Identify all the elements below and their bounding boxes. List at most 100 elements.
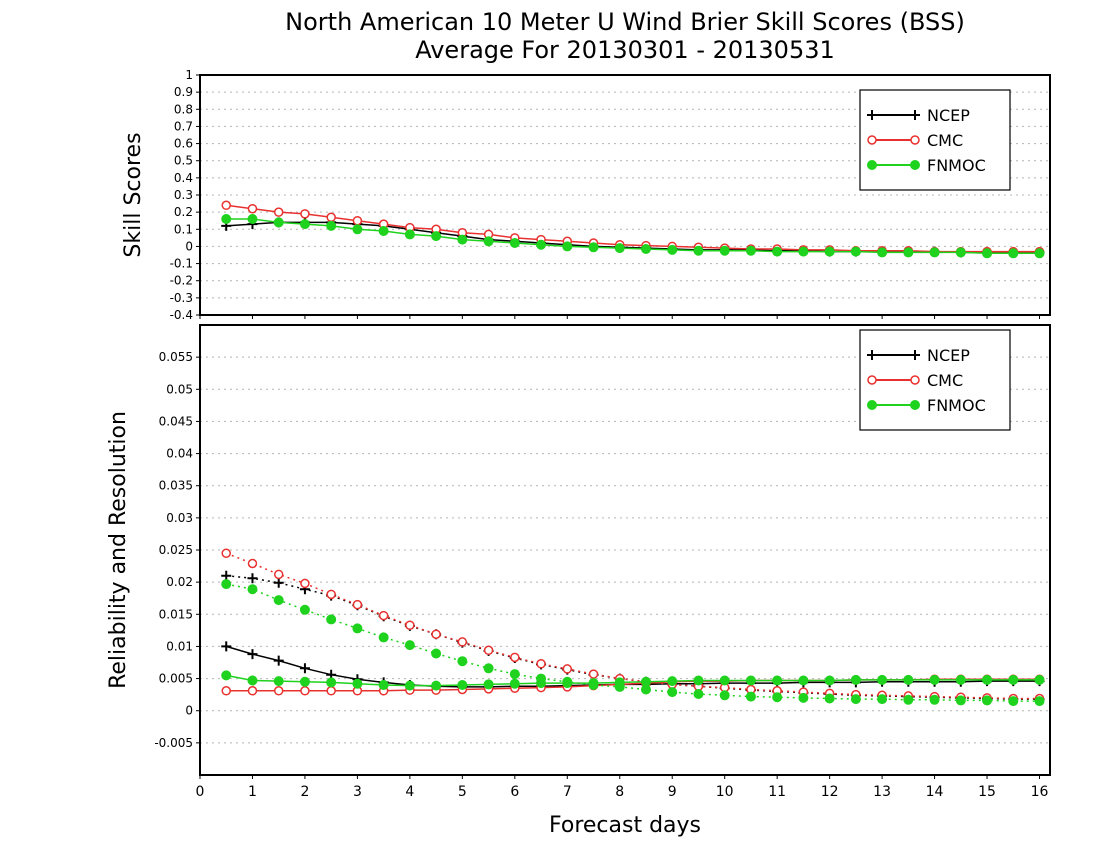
data-point-fnmoc bbox=[745, 675, 756, 686]
x-tick-label: 2 bbox=[300, 784, 309, 800]
data-point-cmc bbox=[221, 548, 231, 558]
legend-marker bbox=[867, 135, 877, 145]
data-point-fnmoc bbox=[483, 663, 494, 674]
data-point-fnmoc bbox=[1008, 696, 1019, 707]
data-point-fnmoc bbox=[877, 674, 888, 685]
data-point-ncep bbox=[221, 641, 232, 652]
x-tick-label: 4 bbox=[405, 784, 414, 800]
y-tick-label: 0 bbox=[185, 239, 193, 253]
y-tick-label: 0.05 bbox=[166, 382, 193, 396]
data-point-fnmoc bbox=[431, 680, 442, 691]
data-point-fnmoc bbox=[798, 675, 809, 686]
data-point-fnmoc bbox=[719, 245, 730, 256]
data-point-cmc bbox=[273, 207, 284, 217]
y-tick-label: 0.02 bbox=[166, 575, 193, 589]
data-point-fnmoc bbox=[404, 229, 415, 240]
data-point-cmc bbox=[352, 599, 363, 610]
data-point-cmc bbox=[457, 637, 468, 647]
data-point-ncep bbox=[247, 573, 258, 584]
legend-label: NCEP bbox=[927, 106, 970, 125]
x-tick-label: 12 bbox=[821, 784, 839, 800]
data-point-fnmoc bbox=[562, 676, 573, 687]
data-point-fnmoc bbox=[850, 674, 861, 685]
data-point-cmc bbox=[247, 203, 258, 214]
x-tick-label: 0 bbox=[196, 784, 205, 800]
data-point-cmc bbox=[510, 652, 520, 663]
y-tick-label: 0.055 bbox=[159, 350, 193, 364]
y-tick-label: 0.03 bbox=[166, 511, 193, 525]
data-point-fnmoc bbox=[929, 694, 940, 705]
legend-label: FNMOC bbox=[927, 396, 986, 415]
x-tick-label: 10 bbox=[716, 784, 734, 800]
data-point-fnmoc bbox=[221, 579, 232, 590]
data-point-fnmoc bbox=[431, 648, 442, 659]
y-tick-label: 0.3 bbox=[174, 188, 193, 202]
data-point-fnmoc bbox=[509, 669, 520, 680]
data-point-fnmoc bbox=[378, 226, 389, 236]
data-point-fnmoc bbox=[299, 604, 310, 615]
data-point-ncep bbox=[247, 649, 258, 660]
legend-label: FNMOC bbox=[927, 156, 986, 175]
data-point-fnmoc bbox=[955, 695, 966, 706]
x-axis-title: Forecast days bbox=[549, 813, 701, 838]
data-point-fnmoc bbox=[719, 675, 730, 686]
data-point-fnmoc bbox=[719, 690, 730, 701]
data-point-fnmoc bbox=[667, 244, 678, 255]
legend-marker bbox=[867, 110, 877, 120]
data-point-fnmoc bbox=[824, 693, 835, 704]
data-point-fnmoc bbox=[955, 674, 966, 685]
data-point-fnmoc bbox=[352, 224, 363, 235]
data-point-cmc bbox=[221, 200, 231, 211]
legend-label: CMC bbox=[927, 371, 963, 390]
data-point-fnmoc bbox=[693, 675, 704, 686]
data-point-fnmoc bbox=[404, 640, 415, 651]
y-tick-label: 1 bbox=[185, 68, 193, 82]
y-tick-label: 0.025 bbox=[159, 543, 193, 557]
data-point-fnmoc bbox=[982, 674, 993, 685]
legend-marker bbox=[867, 375, 877, 385]
y-tick-label: 0.01 bbox=[166, 639, 193, 653]
data-point-fnmoc bbox=[693, 245, 704, 256]
x-tick-label: 14 bbox=[926, 784, 944, 800]
data-point-cmc bbox=[326, 212, 336, 223]
y-tick-label: 0.6 bbox=[174, 137, 193, 151]
data-point-fnmoc bbox=[588, 680, 599, 690]
data-point-fnmoc bbox=[483, 236, 494, 247]
data-point-cmc bbox=[588, 669, 599, 679]
data-point-fnmoc bbox=[378, 680, 389, 690]
data-point-fnmoc bbox=[1034, 674, 1045, 685]
data-point-cmc bbox=[536, 659, 546, 669]
data-point-fnmoc bbox=[955, 247, 966, 258]
y-tick-label: 0.005 bbox=[159, 672, 193, 686]
legend-marker bbox=[867, 350, 877, 360]
x-tick-label: 5 bbox=[458, 784, 467, 800]
legend-marker bbox=[910, 350, 920, 360]
x-tick-label: 7 bbox=[563, 784, 572, 800]
data-point-cmc bbox=[405, 620, 415, 630]
data-point-fnmoc bbox=[929, 674, 940, 685]
data-point-fnmoc bbox=[982, 695, 993, 706]
data-point-fnmoc bbox=[772, 692, 783, 703]
y-tick-label: -0.4 bbox=[170, 308, 193, 322]
data-point-fnmoc bbox=[273, 595, 284, 606]
data-point-fnmoc bbox=[483, 679, 494, 690]
data-point-fnmoc bbox=[326, 220, 337, 231]
data-point-fnmoc bbox=[588, 242, 599, 253]
x-tick-label: 13 bbox=[873, 784, 891, 800]
y-tick-label: 0.1 bbox=[174, 222, 193, 236]
chart-subtitle: Average For 20130301 - 20130531 bbox=[415, 36, 835, 64]
x-tick-label: 11 bbox=[768, 784, 786, 800]
data-point-fnmoc bbox=[903, 247, 914, 258]
x-tick-label: 6 bbox=[510, 784, 519, 800]
data-point-fnmoc bbox=[772, 246, 783, 257]
y-tick-label: -0.005 bbox=[154, 736, 193, 750]
data-point-fnmoc bbox=[667, 676, 678, 687]
y-axis-title: Skill Scores bbox=[121, 132, 146, 257]
data-point-fnmoc bbox=[798, 692, 809, 703]
data-point-cmc bbox=[326, 589, 336, 600]
data-point-fnmoc bbox=[457, 234, 468, 245]
data-point-fnmoc bbox=[903, 694, 914, 705]
data-point-fnmoc bbox=[614, 681, 625, 692]
y-tick-label: 0.035 bbox=[159, 479, 193, 493]
